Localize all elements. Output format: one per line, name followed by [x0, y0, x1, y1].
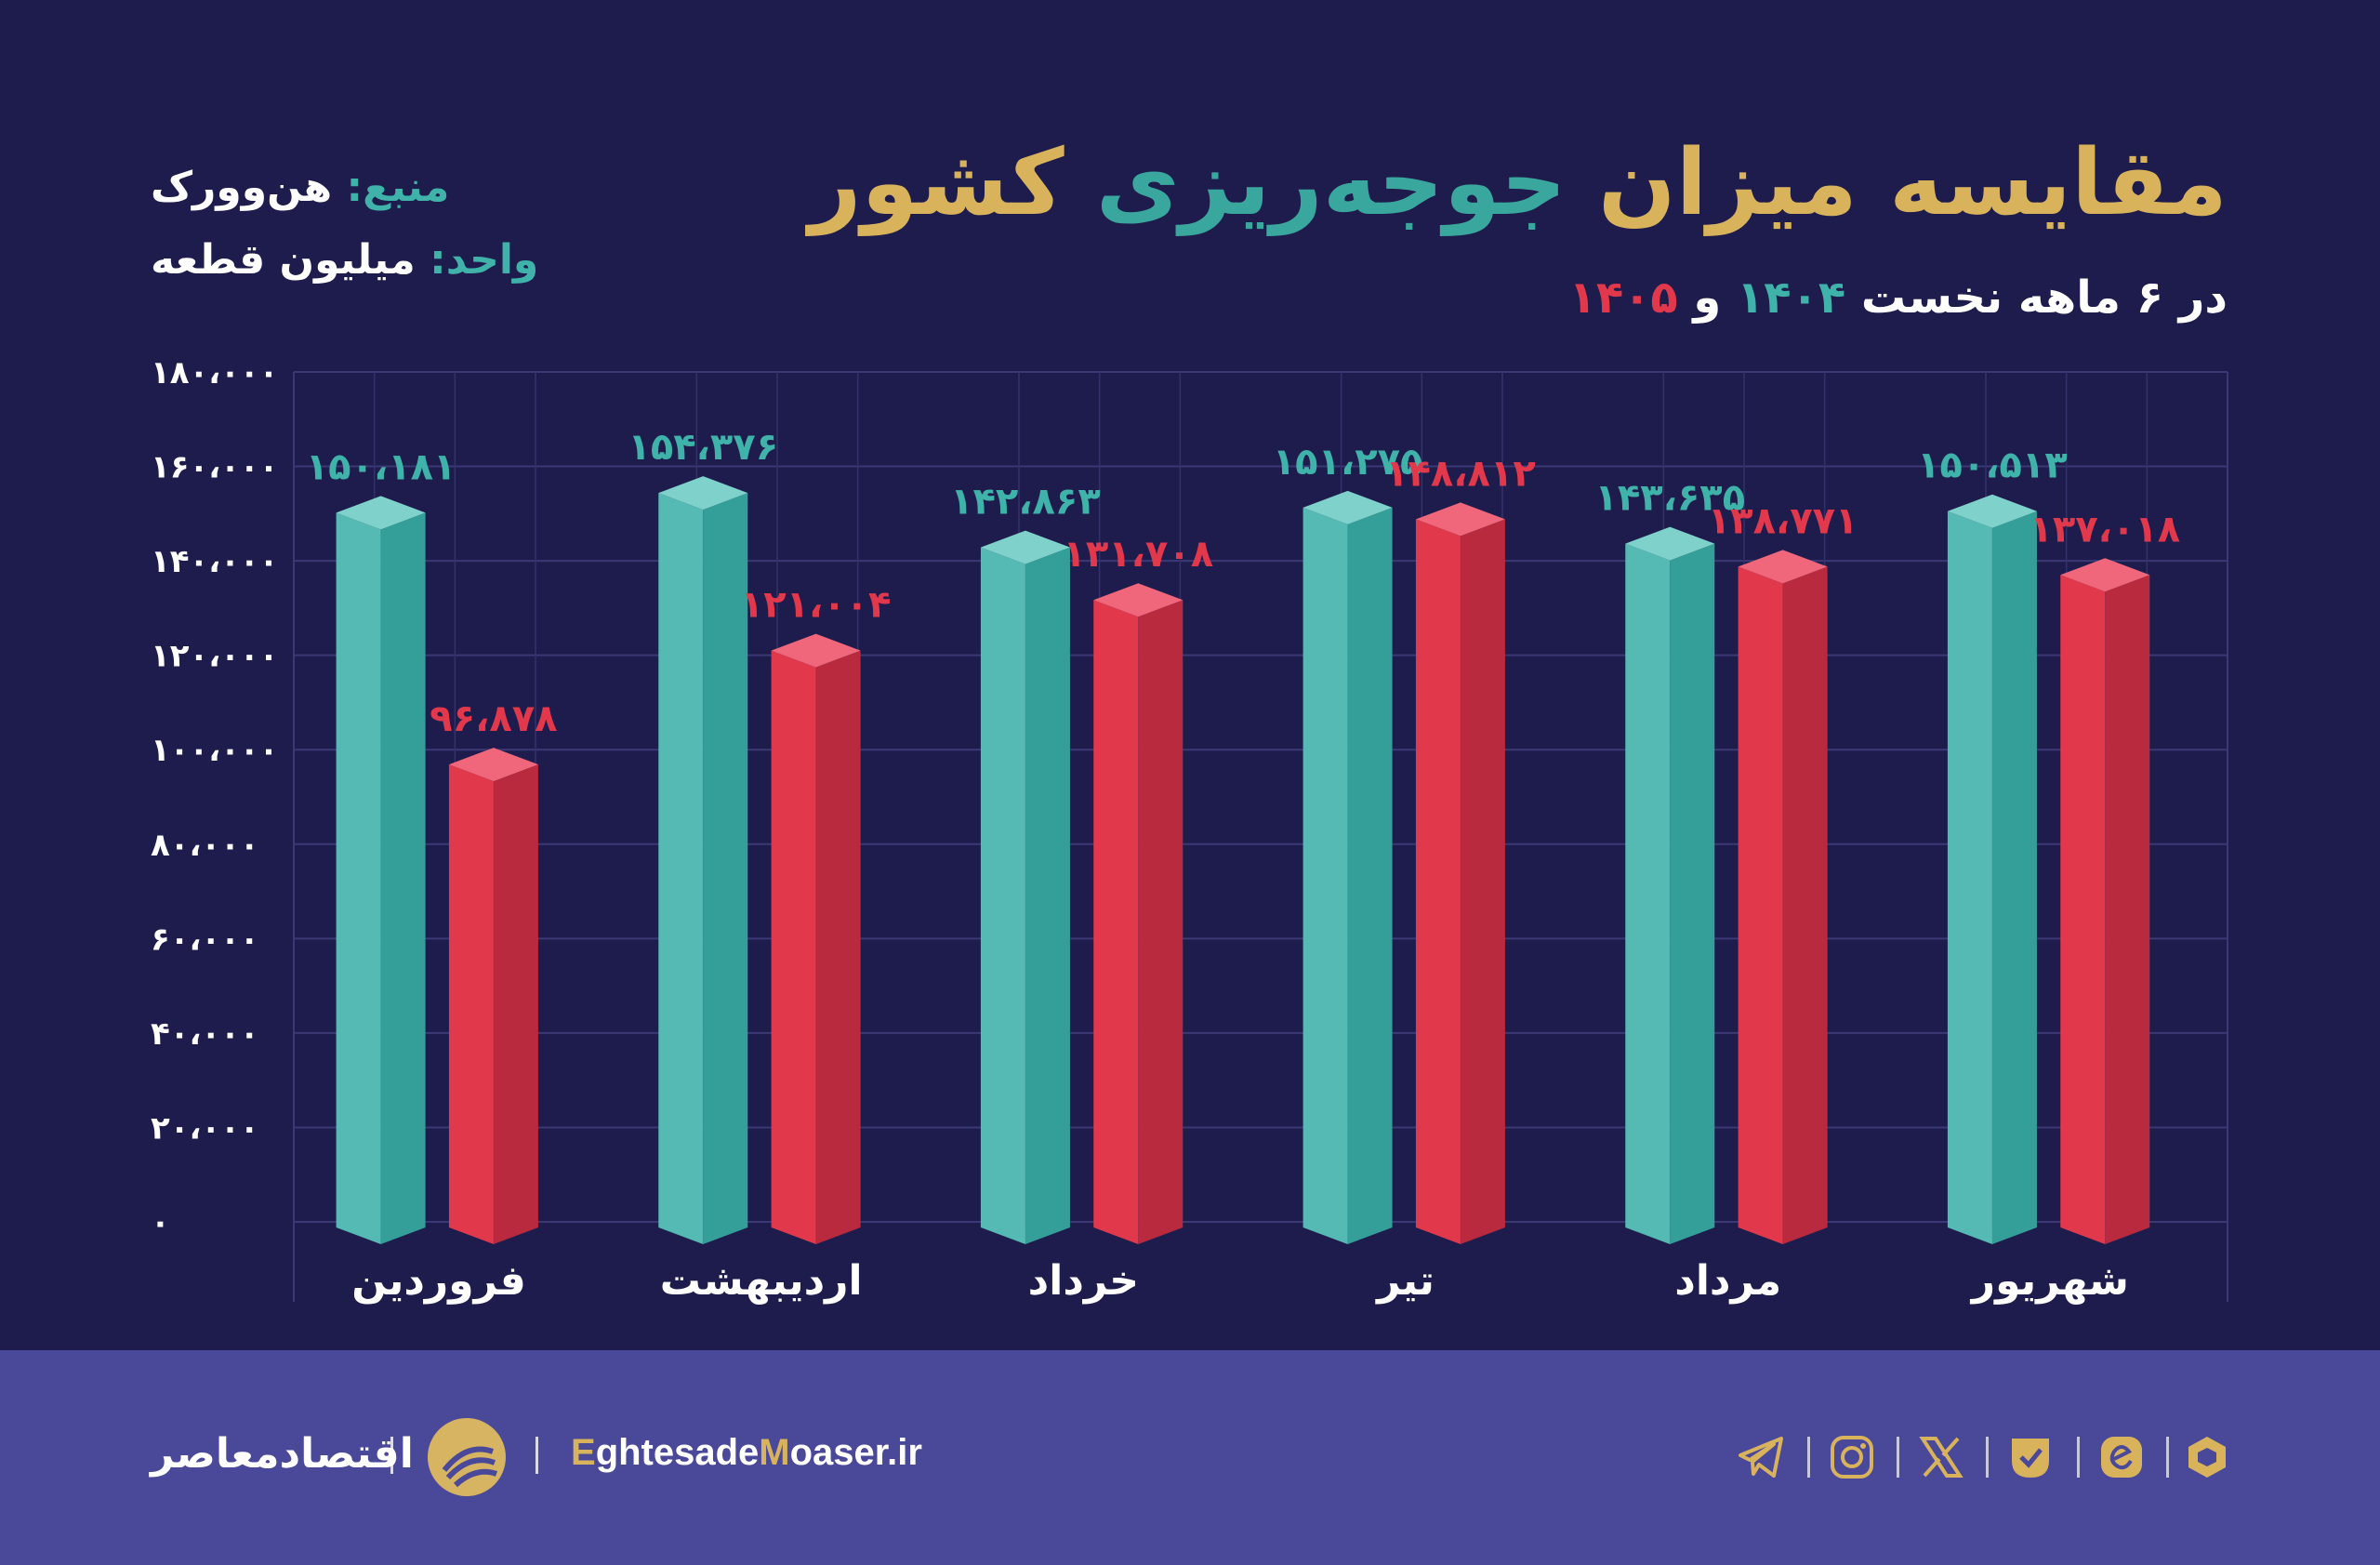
y-tick-label: ۶۰،۰۰۰: [151, 921, 259, 958]
subtitle-year-1: ۱۴۰۴: [1736, 272, 1846, 324]
title-part-2: جوجه‌ریزی: [1095, 130, 1567, 236]
x-tick-label: اردیبهشت: [660, 1257, 863, 1305]
social-separator: [1897, 1437, 1899, 1478]
bar-front-face: [658, 493, 704, 1244]
x-tick-label: شهریور: [1970, 1257, 2129, 1305]
subtitle-and: و: [1693, 272, 1722, 324]
bar-top-face: [1302, 490, 1393, 524]
data-label: ۹۶،۸۷۸: [430, 697, 557, 740]
social-separator: [1807, 1437, 1810, 1478]
source-label: منبع:: [346, 164, 450, 211]
y-tick-label: ۱۲۰،۰۰۰: [151, 638, 278, 675]
bar-side-face: [380, 512, 426, 1244]
bar-side-face: [815, 650, 861, 1244]
data-label: ۱۵۰،۵۱۳: [1917, 444, 2068, 487]
source-note: منبع: هن‌وورک: [151, 164, 449, 211]
data-label: ۱۴۳،۶۳۵: [1594, 477, 1745, 520]
y-tick-label: ۱۸۰،۰۰۰: [151, 354, 278, 391]
bar-chart: ۰ ۲۰،۰۰۰ ۴۰،۰۰۰ ۶۰،۰۰۰ ۸۰،۰۰۰ ۱۰۰،۰۰۰ ۱۲۰،۰۰۰ ۱…: [151, 354, 2228, 1305]
website-link[interactable]: EghtesadeMoaser.ir: [571, 1432, 922, 1473]
subtitle-prefix: در ۶ ماهه نخست: [1860, 272, 2228, 324]
data-label: ۱۲۱،۰۰۴: [741, 584, 892, 627]
bar-front-face: [1415, 519, 1461, 1244]
y-tick-label: ۱۰۰،۰۰۰: [151, 732, 278, 769]
telegram-icon[interactable]: [1737, 1433, 1785, 1481]
footer-bar: [0, 1350, 2380, 1565]
y-tick-label: ۴۰،۰۰۰: [151, 1015, 259, 1053]
bar-top-face: [1093, 583, 1183, 617]
chart-title: مقایسه میزان جوجه‌ریزی کشور: [809, 130, 2228, 236]
data-label: ۱۴۲،۸۶۳: [950, 481, 1101, 524]
bar-side-face: [1460, 519, 1505, 1244]
bar-top-face: [658, 476, 748, 511]
y-tick-label: ۱۶۰،۰۰۰: [151, 449, 278, 486]
footer-separator: [536, 1437, 538, 1474]
bar-top-face: [336, 496, 426, 530]
bar-top-face: [1625, 526, 1715, 561]
bar-side-face: [1138, 600, 1183, 1244]
data-label: ۱۳۱،۷۰۸: [1063, 533, 1213, 576]
bar-front-face: [1093, 600, 1139, 1244]
bar-front-face: [1738, 566, 1783, 1244]
x-tick-label: خرداد: [1028, 1257, 1139, 1305]
instagram-icon[interactable]: [1828, 1433, 1876, 1481]
social-separator: [2077, 1437, 2080, 1478]
social-separator: [2166, 1437, 2169, 1478]
bar-front-face: [336, 512, 381, 1244]
unit-label: واحد:: [430, 236, 539, 284]
data-label: ۱۵۰،۱۸۱: [306, 445, 456, 488]
x-tick-label: فروردین: [351, 1257, 526, 1305]
data-label: ۱۵۱،۲۷۵: [1273, 441, 1423, 484]
bar-top-face: [980, 530, 1070, 564]
x-icon[interactable]: [1917, 1433, 1965, 1481]
y-tick-label: ۱۴۰،۰۰۰: [151, 543, 278, 580]
bar-side-face: [1025, 547, 1070, 1244]
chart-subtitle: در ۶ ماهه نخست ۱۴۰۴ و ۱۴۰۵: [1569, 272, 2228, 324]
x-tick-label: تیر: [1375, 1257, 1435, 1305]
y-tick-label: ۸۰،۰۰۰: [151, 827, 259, 864]
bar-side-face: [1347, 507, 1393, 1244]
unit-note: واحد: میلیون قطعه: [151, 236, 538, 284]
bar-side-face: [493, 764, 538, 1244]
bale-icon[interactable]: [2006, 1433, 2055, 1481]
bar-side-face: [1991, 511, 2037, 1244]
rubika-icon[interactable]: [2183, 1433, 2231, 1481]
data-label: ۱۳۸،۷۷۱: [1708, 499, 1858, 542]
x-tick-label: مرداد: [1674, 1257, 1781, 1305]
subtitle-year-2: ۱۴۰۵: [1568, 272, 1678, 324]
bar-top-face: [2060, 558, 2150, 592]
bar-side-face: [1782, 566, 1828, 1244]
bar-top-face: [1947, 494, 2037, 528]
title-part-3: کشور: [809, 130, 1064, 236]
data-label: ۱۴۸،۸۱۲: [1385, 452, 1536, 495]
source-value: هن‌وورک: [151, 164, 333, 211]
bar-front-face: [1302, 507, 1348, 1244]
y-tick-label: ۰: [151, 1204, 170, 1241]
bar-side-face: [703, 493, 748, 1244]
social-separator: [1986, 1437, 1989, 1478]
title-part-1: مقایسه میزان: [1598, 130, 2228, 236]
bar-top-face: [448, 748, 538, 782]
unit-value: میلیون قطعه: [151, 236, 416, 284]
y-tick-label: ۲۰،۰۰۰: [151, 1109, 259, 1147]
bar-side-face: [1670, 543, 1715, 1244]
data-label: ۱۵۴،۳۷۶: [628, 426, 778, 469]
bar-top-face: [771, 633, 861, 668]
footer-separator: [390, 1437, 393, 1474]
bar-front-face: [1947, 511, 1992, 1244]
eitaa-icon[interactable]: [2097, 1433, 2146, 1481]
bar-side-face: [2105, 575, 2150, 1244]
bar-front-face: [980, 547, 1025, 1244]
data-label: ۱۳۷،۰۱۸: [2030, 508, 2180, 550]
bar-top-face: [1415, 502, 1505, 537]
bar-front-face: [448, 764, 494, 1244]
bar-top-face: [1738, 550, 1828, 584]
bar-front-face: [771, 650, 816, 1244]
bar-front-face: [1625, 543, 1671, 1244]
brand-name: اقتصادمعاصر: [151, 1430, 414, 1478]
brand-logo-icon: [428, 1418, 506, 1496]
bar-front-face: [2060, 575, 2106, 1244]
